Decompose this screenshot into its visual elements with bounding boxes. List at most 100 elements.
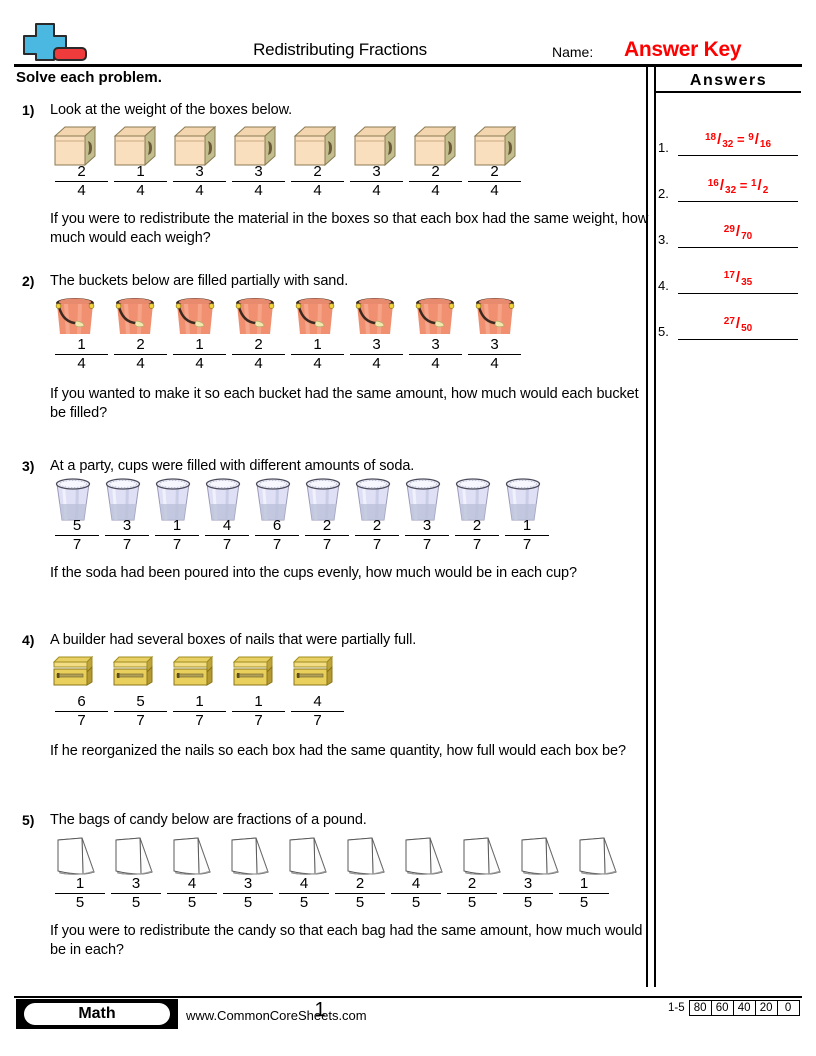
nail-box-item <box>292 654 338 693</box>
answer-value: 27/50 <box>723 315 753 334</box>
answer-number: 4. <box>658 278 669 293</box>
answer-key-label: Answer Key <box>624 38 742 61</box>
fraction-denominator: 5 <box>467 894 477 912</box>
fraction-bar <box>355 534 399 537</box>
bucket-illustration-row <box>52 293 518 344</box>
answer-blank[interactable]: 16/32 = 1/2 <box>678 167 798 202</box>
fraction-numerator: 2 <box>355 875 365 892</box>
problem-number: 1) <box>22 102 35 118</box>
fraction-bar <box>55 710 108 713</box>
fraction-numerator: 6 <box>77 693 86 710</box>
cardboard-box-item <box>232 124 278 175</box>
candy-bag-icon <box>579 837 617 875</box>
fraction-denominator: 4 <box>490 355 499 373</box>
score-cell: 60 <box>711 1000 734 1016</box>
bucket-icon <box>295 298 335 334</box>
paper-cup-item <box>302 476 344 529</box>
bucket-item <box>112 293 158 344</box>
paper-cup-icon <box>205 478 241 521</box>
cardboard-box-icon <box>53 125 97 167</box>
fraction-denominator: 4 <box>77 355 86 373</box>
answer-blank[interactable]: 18/32 = 9/16 <box>678 121 798 156</box>
fraction-bar <box>405 534 449 537</box>
fraction-numerator: 1 <box>195 336 204 353</box>
fraction-bar <box>223 892 273 895</box>
fraction-numerator: 2 <box>467 875 477 892</box>
fraction-denominator: 4 <box>77 182 86 200</box>
fraction-bar <box>391 892 441 895</box>
problem-question: If you were to redistribute the material… <box>50 211 649 247</box>
paper-cup-icon <box>405 478 441 521</box>
fraction-bar <box>335 892 385 895</box>
subject-badge-label: Math <box>24 1003 170 1025</box>
fraction-bar <box>105 534 149 537</box>
fraction-denominator: 7 <box>322 536 332 554</box>
nail-box-icon <box>52 655 94 686</box>
bucket-icon <box>355 298 395 334</box>
fraction-denominator: 7 <box>472 536 482 554</box>
bucket-item <box>172 293 218 344</box>
fraction-numerator: 2 <box>431 163 440 180</box>
answer-row: 1. 18/32 = 9/16 <box>656 114 804 156</box>
nail-box-icon <box>172 655 214 686</box>
answer-blank[interactable]: 17/35 <box>678 259 798 294</box>
paper-cup-item <box>402 476 444 529</box>
nail-box-icon <box>292 655 334 686</box>
answer-value: 18/32 = 9/16 <box>704 131 772 150</box>
answer-blank[interactable]: 29/70 <box>678 213 798 248</box>
fraction-bar <box>167 892 217 895</box>
bucket-icon <box>415 298 455 334</box>
fraction-numerator: 1 <box>254 693 263 710</box>
fraction-bar <box>55 534 99 537</box>
fraction-bar <box>447 892 497 895</box>
fraction-numerator: 4 <box>299 875 309 892</box>
fraction-numerator: 3 <box>131 875 141 892</box>
fraction-denominator: 7 <box>122 536 132 554</box>
problem-intro: At a party, cups were filled with differ… <box>50 458 415 474</box>
candy-bag-item <box>574 832 622 883</box>
fraction-bar <box>455 534 499 537</box>
fraction-numerator: 3 <box>372 163 381 180</box>
fraction-bar <box>291 180 344 183</box>
fraction-numerator: 2 <box>136 336 145 353</box>
candy-bag-item <box>342 832 390 883</box>
score-cells: 80 60 40 20 0 <box>688 1000 800 1016</box>
paper-cup-icon <box>355 478 391 521</box>
fraction-bar <box>111 892 161 895</box>
page-header: Redistributing Fractions Name: Answer Ke… <box>0 0 816 67</box>
fraction-denominator: 5 <box>523 894 533 912</box>
fraction-numerator: 3 <box>195 163 204 180</box>
bucket-icon <box>55 298 95 334</box>
fraction-denominator: 7 <box>77 712 86 730</box>
problem-question: If he reorganized the nails so each box … <box>50 743 626 759</box>
fraction-bar <box>205 534 249 537</box>
fraction-denominator: 4 <box>136 182 145 200</box>
fraction-denominator: 5 <box>75 894 85 912</box>
bucket-item <box>352 293 398 344</box>
fraction-numerator: 1 <box>77 336 86 353</box>
fraction-bar <box>114 180 167 183</box>
fraction-bar <box>279 892 329 895</box>
nail-box-item <box>112 654 158 693</box>
fraction-denominator: 7 <box>172 536 182 554</box>
fraction-denominator: 4 <box>254 355 263 373</box>
fraction-denominator: 4 <box>195 182 204 200</box>
answer-blank[interactable]: 27/50 <box>678 305 798 340</box>
fraction-numerator: 2 <box>372 517 382 534</box>
fraction-denominator: 7 <box>195 712 204 730</box>
problem-number: 3) <box>22 458 35 474</box>
